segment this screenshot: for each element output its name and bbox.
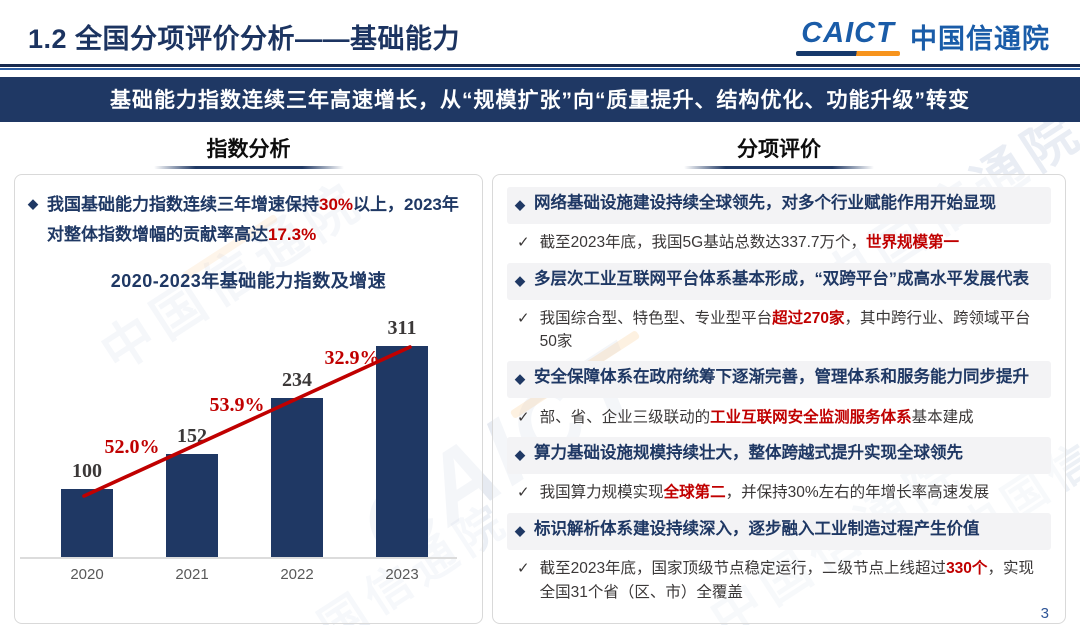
diamond-icon: ◆ <box>28 196 38 211</box>
index-analysis-column: 指数分析 ◆ 我国基础能力指数连续三年增速保持30%以上，2023年对整体指数增… <box>14 133 483 624</box>
index-analysis-panel: ◆ 我国基础能力指数连续三年增速保持30%以上，2023年对整体指数增幅的贡献率… <box>14 174 483 624</box>
detail-row-network: ✓ 截至2023年底，我国5G基站总数达337.7万个，世界规模第一 <box>507 230 1051 256</box>
caict-logo-cn-text: 中国信通院 <box>910 23 1050 54</box>
title-divider-light-line <box>0 68 1080 70</box>
page-number: 3 <box>1040 605 1049 622</box>
caict-logo-mark: CAICT <box>796 17 900 56</box>
headline-row-network: ◆ 网络基础设施建设持续全球领先，对多个行业赋能作用开始显现 <box>507 187 1051 224</box>
diamond-icon: ◆ <box>515 523 525 539</box>
diamond-icon: ◆ <box>515 197 525 212</box>
axis-tick-2020: 2020 <box>70 565 104 583</box>
title-divider-dark-line <box>0 64 1080 67</box>
highlight-30pct: 30% <box>319 195 354 214</box>
check-icon: ✓ <box>517 234 530 252</box>
detail-text: 我国算力规模实现全球第二，并保持30%左右的年增长率高速发展 <box>539 484 990 502</box>
page-title: 1.2 全国分项评价分析——基础能力 <box>28 23 461 54</box>
right-header-underline <box>684 166 874 169</box>
left-header-underline <box>153 166 344 169</box>
headline-text: 标识解析体系建设持续深入，逐步融入工业制造过程产生价值 <box>534 520 980 539</box>
bar-2022 <box>271 397 323 557</box>
key-message-banner: 基础能力指数连续三年高速增长，从“规模扩张”向“质量提升、结构优化、功能升级”转… <box>0 77 1080 122</box>
highlight-17pct: 17.3% <box>268 224 317 244</box>
slide-header: 1.2 全国分项评价分析——基础能力 CAICT 中国信通院 <box>0 0 1080 64</box>
highlight-330-nodes: 330个 <box>946 560 988 578</box>
detail-row-identifier: ✓ 截至2023年底，国家顶级节点稳定运行，二级节点上线超过330个，实现全国3… <box>507 556 1051 605</box>
index-analysis-text: 我国基础能力指数连续三年增速保持30%以上，2023年对整体指数增幅的贡献率高达… <box>47 195 459 244</box>
axis-tick-2021: 2021 <box>175 565 209 583</box>
headline-row-computing: ◆ 算力基础设施规模持续壮大，整体跨越式提升实现全球领先 <box>507 437 1051 474</box>
headline-text: 网络基础设施建设持续全球领先，对多个行业赋能作用开始显现 <box>534 194 996 212</box>
right-column-header: 分项评价 <box>737 138 821 161</box>
axis-tick-2023: 2023 <box>385 565 419 583</box>
bar-2020 <box>61 488 113 557</box>
diamond-icon: ◆ <box>515 272 525 288</box>
highlight-security-system: 工业互联网安全监测服务体系 <box>710 408 912 426</box>
highlight-world-no1: 世界规模第一 <box>866 234 960 252</box>
axis-tick-2022: 2022 <box>280 565 314 583</box>
check-icon: ✓ <box>517 484 530 502</box>
caict-logo-underline <box>796 50 900 56</box>
growth-label-2: 53.9% <box>209 393 265 416</box>
growth-label-3: 32.9% <box>324 346 380 369</box>
bar-chart: 100 2020 152 2021 234 2022 311 2023 52.0% 53.9% 32… <box>20 305 464 605</box>
content-columns: 指数分析 ◆ 我国基础能力指数连续三年增速保持30%以上，2023年对整体指数增… <box>14 133 1066 624</box>
left-column-header: 指数分析 <box>206 138 291 161</box>
caict-logo: CAICT 中国信通院 <box>796 17 1050 56</box>
diamond-icon: ◆ <box>515 447 525 463</box>
index-analysis-bullet: ◆ 我国基础能力指数连续三年增速保持30%以上，2023年对整体指数增幅的贡献率… <box>15 175 482 250</box>
highlight-270-platforms: 超过270家 <box>772 310 845 328</box>
bar-value-label-2023: 311 <box>387 316 417 339</box>
headline-row-identifier: ◆ 标识解析体系建设持续深入，逐步融入工业制造过程产生价值 <box>507 513 1051 550</box>
bar-2023 <box>376 345 428 557</box>
bar-2021 <box>166 453 218 557</box>
detail-text: 截至2023年底，国家顶级节点稳定运行，二级节点上线超过330个，实现全国31个… <box>539 560 1034 601</box>
headline-row-platform: ◆ 多层次工业互联网平台体系基本形成，“双跨平台”成高水平发展代表 <box>507 262 1051 300</box>
bar-value-label-2022: 234 <box>282 368 312 391</box>
check-icon: ✓ <box>517 408 530 426</box>
detail-text: 截至2023年底，我国5G基站总数达337.7万个，世界规模第一 <box>539 234 960 252</box>
headline-text: 安全保障体系在政府统筹下逐渐完善，管理体系和服务能力同步提升 <box>534 368 1029 387</box>
growth-label-1: 52.0% <box>104 435 160 458</box>
check-icon: ✓ <box>517 310 530 328</box>
detail-text: 我国综合型、特色型、专业型平台超过270家，其中跨行业、跨领域平台50家 <box>539 310 1031 351</box>
caict-logo-text: CAICT <box>801 16 895 49</box>
detail-row-security: ✓ 部、省、企业三级联动的工业互联网安全监测服务体系基本建成 <box>507 405 1051 431</box>
x-axis-line <box>20 556 457 559</box>
headline-row-security: ◆ 安全保障体系在政府统筹下逐渐完善，管理体系和服务能力同步提升 <box>507 361 1051 398</box>
detail-row-platform: ✓ 我国综合型、特色型、专业型平台超过270家，其中跨行业、跨领域平台50家 <box>507 306 1051 355</box>
detail-text: 部、省、企业三级联动的工业互联网安全监测服务体系基本建成 <box>539 408 974 426</box>
headline-text: 算力基础设施规模持续壮大，整体跨越式提升实现全球领先 <box>534 444 963 463</box>
headline-text: 多层次工业互联网平台体系基本形成，“双跨平台”成高水平发展代表 <box>534 269 1029 288</box>
evaluation-sections: ◆ 网络基础设施建设持续全球领先，对多个行业赋能作用开始显现 ✓ 截至2023年… <box>493 175 1065 623</box>
chart-title: 2020-2023年基础能力指数及增速 <box>110 270 387 291</box>
title-divider <box>0 64 1080 70</box>
sub-item-evaluation-column: 分项评价 ◆ 网络基础设施建设持续全球领先，对多个行业赋能作用开始显现 ✓ 截至… <box>492 133 1066 624</box>
detail-row-computing: ✓ 我国算力规模实现全球第二，并保持30%左右的年增长率高速发展 <box>507 480 1051 506</box>
sub-item-evaluation-panel: ◆ 网络基础设施建设持续全球领先，对多个行业赋能作用开始显现 ✓ 截至2023年… <box>492 174 1066 624</box>
check-icon: ✓ <box>517 560 530 578</box>
bar-value-label-2020: 100 <box>72 459 102 482</box>
highlight-global-no2: 全球第二 <box>663 484 726 502</box>
diamond-icon: ◆ <box>515 371 525 387</box>
